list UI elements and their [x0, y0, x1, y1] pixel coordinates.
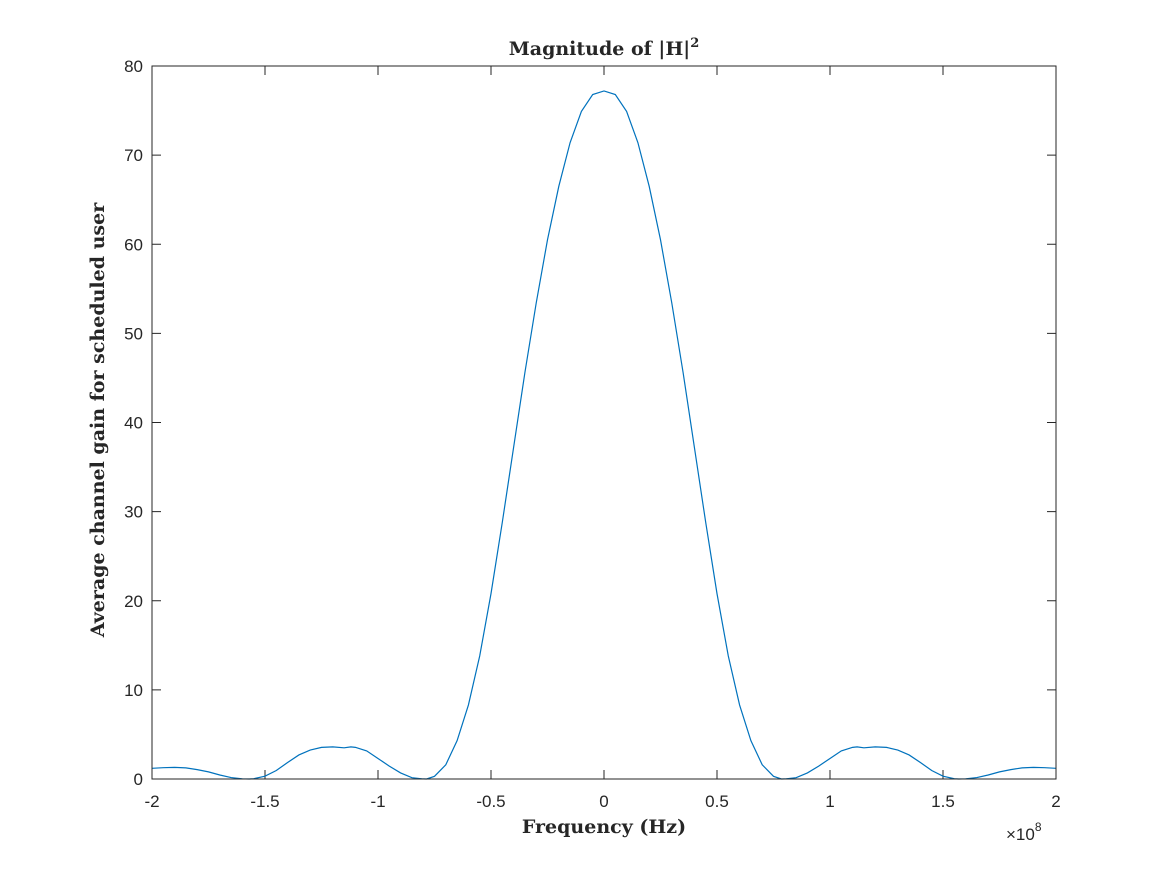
x-axis-label: Frequency (Hz) — [522, 816, 686, 838]
x-multiplier-base: ×10 — [1006, 825, 1035, 844]
x-tick-labels: -2 -1.5 -1 -0.5 0 0.5 1 1.5 2 — [144, 792, 1060, 811]
x-tick-label: 0 — [599, 792, 608, 811]
y-tick-label: 60 — [124, 235, 143, 254]
y-axis-label: Average channel gain for scheduled user — [87, 202, 109, 638]
y-tick-labels: 0 10 20 30 40 50 60 70 80 — [124, 57, 143, 789]
x-tick-label: 0.5 — [705, 792, 729, 811]
y-tick-label: 20 — [124, 592, 143, 611]
plot-area — [152, 66, 1056, 779]
y-tick-label: 40 — [124, 414, 143, 433]
series-line — [151, 90, 1057, 780]
chart-title-text: Magnitude of |H| — [509, 38, 690, 60]
x-tick-label: 1.5 — [931, 792, 955, 811]
x-multiplier-exponent: 8 — [1035, 820, 1042, 834]
x-tick-label: 1 — [825, 792, 834, 811]
y-tick-label: 30 — [124, 503, 143, 522]
x-multiplier-label: ×108 — [1006, 820, 1042, 844]
x-tick-label: -0.5 — [476, 792, 505, 811]
chart-title-superscript: 2 — [690, 36, 699, 51]
axes-box — [151, 65, 1057, 780]
chart-title: Magnitude of |H|2 — [509, 36, 700, 60]
y-tick-label: 80 — [124, 57, 143, 76]
x-tick-label: -1.5 — [250, 792, 279, 811]
y-tick-label: 70 — [124, 146, 143, 165]
x-tick-label: 2 — [1051, 792, 1060, 811]
x-tick-label: -1 — [370, 792, 385, 811]
x-tick-label: -2 — [144, 792, 159, 811]
y-tick-label: 10 — [124, 681, 143, 700]
y-tick-label: 50 — [124, 324, 143, 343]
y-tick-label: 0 — [134, 770, 143, 789]
